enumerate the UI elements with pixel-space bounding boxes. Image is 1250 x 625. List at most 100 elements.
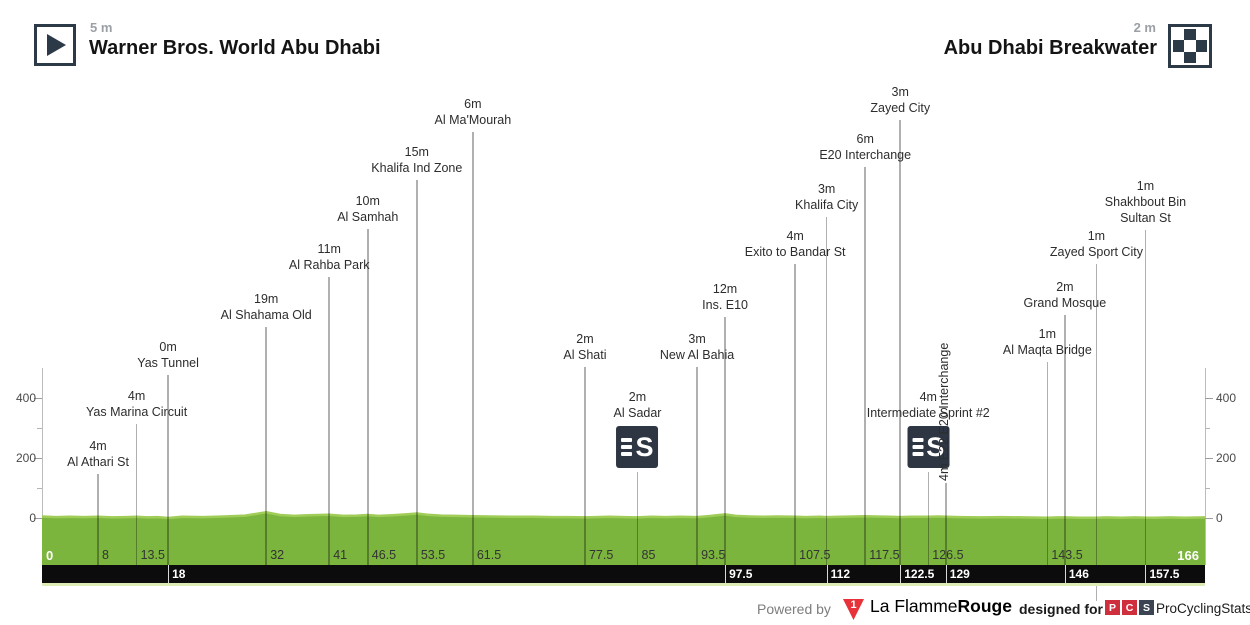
checker-cell	[1173, 51, 1185, 63]
waypoint-label: 6m Al Ma'Mourah	[434, 96, 511, 128]
start-location-title: Warner Bros. World Abu Dhabi	[89, 37, 381, 59]
waypoint-line	[794, 264, 796, 565]
la-flamme-rouge-wordmark[interactable]: La FlammeRouge	[870, 596, 1012, 617]
checker-cell	[1195, 40, 1207, 52]
checker-cell	[1184, 40, 1196, 52]
black-distance-tick	[725, 565, 727, 583]
checker-cell	[1173, 40, 1185, 52]
black-distance-label: 157.5	[1149, 567, 1180, 581]
waypoint-name: Al Samhah	[337, 210, 399, 224]
black-distance-label: 112	[830, 567, 851, 581]
black-distance-tick	[168, 565, 170, 583]
waypoint-line	[1046, 362, 1049, 565]
waypoint-name: Al Sadar	[613, 406, 662, 420]
checker-cell	[1195, 29, 1207, 41]
waypoint-name: Al Maqta Bridge	[1002, 343, 1092, 357]
y-axis-right	[1204, 368, 1206, 565]
waypoint-name: Zayed Sport City	[1049, 245, 1143, 259]
waypoint-line	[1144, 230, 1147, 565]
waypoint-label: 15m Khalifa Ind Zone	[371, 144, 462, 176]
y-axis-label: 400	[15, 391, 36, 405]
y-axis-tick	[1205, 397, 1213, 399]
checker-cell	[1184, 29, 1196, 41]
waypoint-elevation: 3m	[688, 332, 706, 346]
start-flag-icon	[34, 24, 76, 66]
waypoint-name: Yas Marina Circuit	[85, 405, 188, 419]
waypoint-label: 1m Shakhbout Bin Sultan St	[1105, 178, 1186, 226]
black-distance-label: 122.5	[904, 567, 935, 581]
waypoint-line	[864, 167, 866, 565]
procyclingstats-wordmark[interactable]: ProCyclingStats	[1156, 601, 1250, 616]
lfr-word-regular: La Flamme	[870, 596, 958, 616]
waypoint-line	[945, 483, 947, 565]
black-distance-tick	[1064, 565, 1066, 583]
y-axis-label: 0	[29, 511, 36, 525]
waypoint-label: 12m Ins. E10	[702, 281, 748, 313]
waypoint-line	[1095, 264, 1098, 601]
green-distance-label: 46.5	[371, 548, 397, 562]
black-distance-tick	[826, 565, 828, 583]
waypoint-elevation: 4m	[127, 389, 146, 403]
pcs-letter-box: P	[1105, 600, 1120, 615]
waypoint-line	[97, 474, 99, 565]
waypoint-label: 4m Al Athari St	[67, 438, 129, 470]
pcs-letter-box: C	[1122, 600, 1137, 615]
green-distance-label: 77.5	[588, 548, 614, 562]
start-elevation: 5 m	[90, 20, 113, 35]
waypoint-label: 10m Al Samhah	[337, 193, 398, 225]
waypoint-name: Intermediate Sprint #2	[866, 406, 990, 420]
y-axis-label: 0	[1216, 511, 1223, 525]
green-distance-label: 117.5	[869, 548, 900, 562]
waypoint-elevation: 10m	[355, 194, 380, 208]
profile-top-edge	[42, 511, 1205, 520]
waypoint-label: 1m Zayed Sport City	[1050, 228, 1143, 260]
green-distance-label: 53.5	[420, 548, 446, 562]
waypoint-label: 3m Khalifa City	[795, 181, 858, 213]
waypoint-elevation: 1m	[1136, 179, 1155, 193]
green-distance-label: 166	[1177, 548, 1199, 563]
waypoint-elevation: 4m	[89, 439, 107, 453]
waypoint-label: 3m New Al Bahia	[660, 331, 734, 363]
sprint-letter: S	[635, 431, 654, 462]
waypoint-label: 2m Grand Mosque	[1024, 279, 1107, 311]
waypoint-name: Yas Tunnel	[137, 356, 199, 370]
black-distance-tick	[1145, 565, 1147, 583]
y-axis-minor-tick	[1205, 427, 1210, 429]
waypoint-name: Ins. E10	[702, 298, 749, 312]
green-distance-label: 13.5	[140, 548, 165, 562]
y-axis-tick	[34, 517, 42, 519]
y-axis-minor-tick	[37, 427, 42, 429]
waypoint-elevation: 3m	[891, 85, 909, 99]
waypoint-name: Khalifa Ind Zone	[371, 161, 463, 175]
black-distance-tick	[900, 565, 902, 583]
waypoint-elevation: 6m	[856, 132, 874, 146]
y-axis-label: 400	[1216, 391, 1237, 405]
profile-area	[42, 511, 1205, 565]
waypoint-name: Al Ma'Mourah	[434, 113, 512, 127]
waypoint-elevation: 2m	[628, 390, 647, 404]
waypoint-elevation: 15m	[404, 145, 429, 159]
waypoint-line	[265, 327, 267, 565]
waypoint-name: Al Shati	[563, 348, 607, 362]
waypoint-line	[416, 180, 418, 565]
lfr-word-bold: Rouge	[957, 596, 1012, 616]
checker-cell	[1195, 51, 1207, 63]
waypoint-line	[927, 472, 929, 565]
black-distance-label: 129	[949, 567, 970, 581]
waypoint-line	[1064, 315, 1066, 565]
green-distance-label: 61.5	[476, 548, 502, 562]
powered-by-label: Powered by	[757, 601, 831, 617]
black-distance-tick	[945, 565, 947, 583]
waypoint-label: 0m Yas Tunnel	[137, 339, 199, 371]
waypoint-line	[584, 367, 586, 565]
distance-band-underline	[42, 583, 1205, 586]
waypoint-elevation: 3m	[817, 182, 836, 196]
waypoint-elevation: 19m	[254, 292, 279, 306]
waypoint-label: 11m Al Rahba Park	[289, 241, 370, 273]
waypoint-name: Shakhbout Bin	[1104, 195, 1187, 209]
y-axis-minor-tick	[37, 487, 42, 489]
waypoint-line	[899, 120, 901, 565]
waypoint-line	[696, 367, 698, 565]
